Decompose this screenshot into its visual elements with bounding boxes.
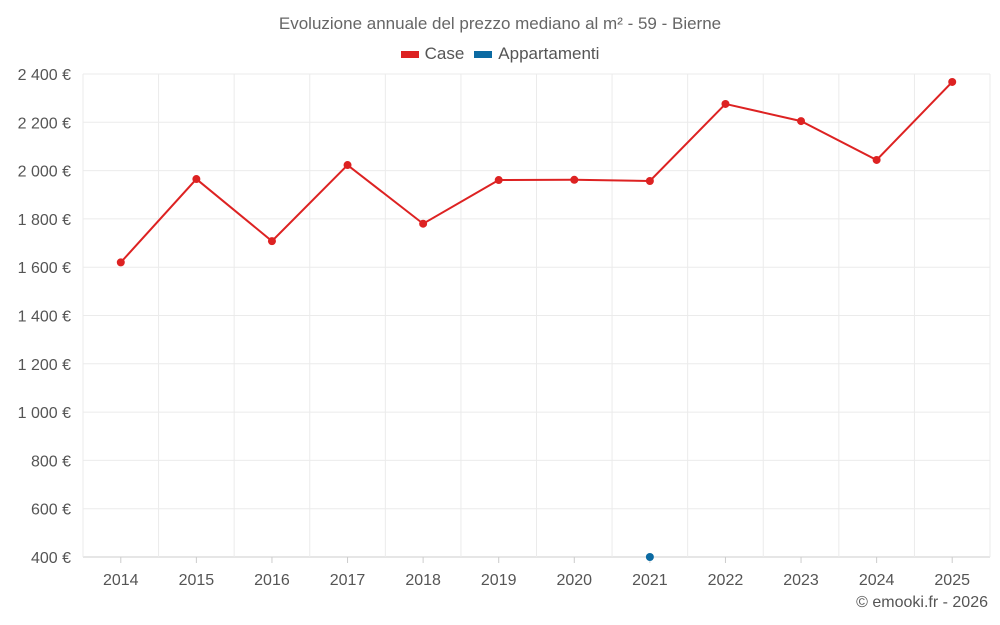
y-tick-label: 1 000 €	[18, 405, 71, 422]
x-tick-label: 2025	[934, 572, 970, 589]
x-tick-label: 2018	[405, 572, 441, 589]
legend-swatch-appartamenti	[474, 50, 493, 58]
series-line-case	[120, 81, 953, 264]
credit: © emooki.fr - 2026	[856, 594, 988, 611]
y-tick-label: 1 200 €	[18, 357, 71, 374]
x-tick-label: 2023	[783, 572, 819, 589]
data-point-case	[645, 176, 654, 185]
data-point-case	[872, 155, 881, 164]
data-point-case	[721, 99, 730, 108]
y-tick-label: 1 600 €	[18, 260, 71, 277]
data-point-case	[948, 77, 957, 86]
x-tick-label: 2014	[103, 572, 139, 589]
data-point-case	[192, 175, 201, 184]
x-tick-label: 2015	[179, 572, 215, 589]
y-tick-label: 2 200 €	[18, 115, 71, 132]
y-tick-label: 400 €	[31, 550, 71, 567]
y-tick-label: 2 000 €	[18, 164, 71, 181]
y-tick-label: 600 €	[31, 502, 71, 519]
legend-item-case[interactable]: Case	[400, 44, 465, 64]
legend-swatch-case	[400, 50, 419, 58]
y-tick-label: 2 400 €	[18, 67, 71, 84]
data-point-case	[797, 117, 806, 126]
x-tick-label: 2021	[632, 572, 668, 589]
data-point-case	[494, 176, 503, 185]
legend-item-appartamenti[interactable]: Appartamenti	[474, 44, 599, 64]
legend-label-case: Case	[424, 44, 465, 63]
x-tick-label: 2022	[708, 572, 744, 589]
data-point-case	[570, 175, 579, 184]
x-tick-label: 2017	[330, 572, 366, 589]
data-point-case	[343, 161, 352, 170]
legend-label-appartamenti: Appartamenti	[498, 44, 600, 63]
x-tick-label: 2020	[556, 572, 592, 589]
data-point-case	[116, 258, 125, 267]
data-point-case	[419, 219, 428, 228]
chart-title: Evoluzione annuale del prezzo mediano al…	[278, 14, 722, 33]
x-tick-label: 2024	[859, 572, 895, 589]
x-tick-label: 2016	[254, 572, 290, 589]
y-tick-label: 800 €	[31, 453, 71, 470]
x-tick-label: 2019	[481, 572, 517, 589]
data-point-appartamenti	[645, 553, 654, 561]
legend: Case Appartamenti	[0, 44, 1000, 64]
y-tick-label: 1 800 €	[18, 212, 71, 229]
data-point-case	[267, 237, 276, 246]
y-tick-label: 1 400 €	[18, 309, 71, 326]
